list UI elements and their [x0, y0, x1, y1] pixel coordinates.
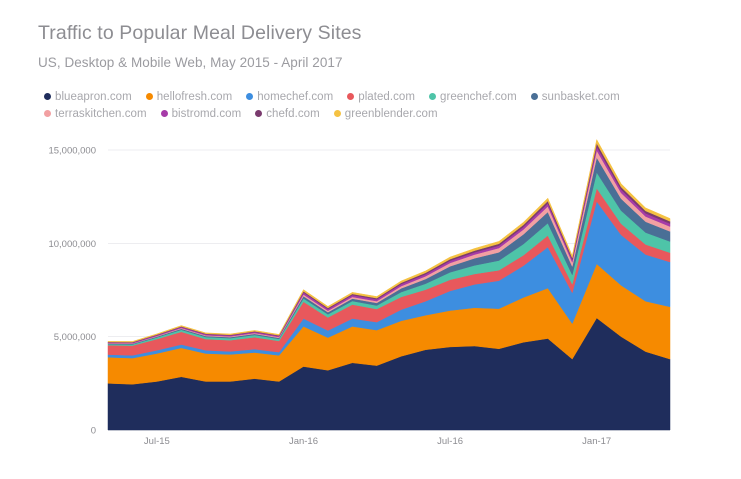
x-axis-tick-label: Jan-17	[582, 436, 611, 447]
legend-swatch-icon	[429, 93, 437, 100]
legend-item-label: greenchef.com	[440, 90, 517, 103]
legend-item-label: greenblender.com	[344, 107, 438, 120]
legend-swatch-icon	[347, 93, 355, 100]
legend-item[interactable]: sunbasket.com	[530, 88, 620, 105]
area-series-group	[107, 138, 671, 431]
legend-swatch-icon	[333, 110, 341, 117]
y-axis-tick-label: 10,000,000	[48, 239, 96, 250]
x-axis-tick-label: Jan-16	[289, 436, 318, 447]
legend-item-label: blueapron.com	[55, 90, 132, 103]
legend-item[interactable]: chefd.com	[255, 105, 320, 122]
legend-item[interactable]: bistromd.com	[160, 105, 242, 122]
legend-item[interactable]: blueapron.com	[44, 88, 132, 105]
y-axis-tick-label: 15,000,000	[48, 146, 96, 157]
legend-swatch-icon	[246, 93, 254, 100]
x-axis-tick-label: Jul-16	[437, 436, 463, 447]
legend-item[interactable]: plated.com	[347, 88, 415, 105]
legend-item[interactable]: greenblender.com	[333, 105, 438, 122]
legend-swatch-icon	[255, 110, 263, 117]
y-axis-tick-labels: 0 5,000,000 10,000,000 15,000,000	[48, 146, 96, 437]
area-series	[107, 138, 671, 343]
y-axis-tick-label: 5,000,000	[54, 332, 96, 343]
y-axis-tick-label: 0	[91, 426, 96, 437]
legend-item[interactable]: greenchef.com	[429, 88, 517, 105]
legend-item-label: homechef.com	[257, 90, 334, 103]
legend-swatch-icon	[530, 93, 538, 100]
legend-item-label: plated.com	[358, 90, 416, 103]
legend-swatch-icon	[44, 110, 51, 117]
x-axis-tick-labels: Jul-15 Jan-16 Jul-16 Jan-17	[144, 436, 611, 447]
legend-item-label: terraskitchen.com	[55, 107, 147, 120]
legend-swatch-icon	[44, 93, 51, 100]
legend-item[interactable]: hellofresh.com	[145, 88, 233, 105]
x-axis-tick-label: Jul-15	[144, 436, 170, 447]
legend-swatch-icon	[160, 110, 168, 117]
chart-legend: blueapron.com hellofresh.com homechef.com p…	[44, 88, 704, 122]
legend-item-label: chefd.com	[266, 107, 320, 120]
legend-swatch-icon	[145, 93, 153, 100]
legend-item-label: hellofresh.com	[156, 90, 233, 103]
legend-item-label: bistromd.com	[171, 107, 242, 120]
legend-item[interactable]: terraskitchen.com	[44, 105, 147, 122]
chart-subtitle: US, Desktop & Mobile Web, May 2015 - Apr…	[38, 55, 343, 70]
page-title: Traffic to Popular Meal Delivery Sites	[38, 22, 362, 44]
legend-item[interactable]: homechef.com	[246, 88, 333, 105]
legend-item-label: sunbasket.com	[541, 90, 620, 103]
